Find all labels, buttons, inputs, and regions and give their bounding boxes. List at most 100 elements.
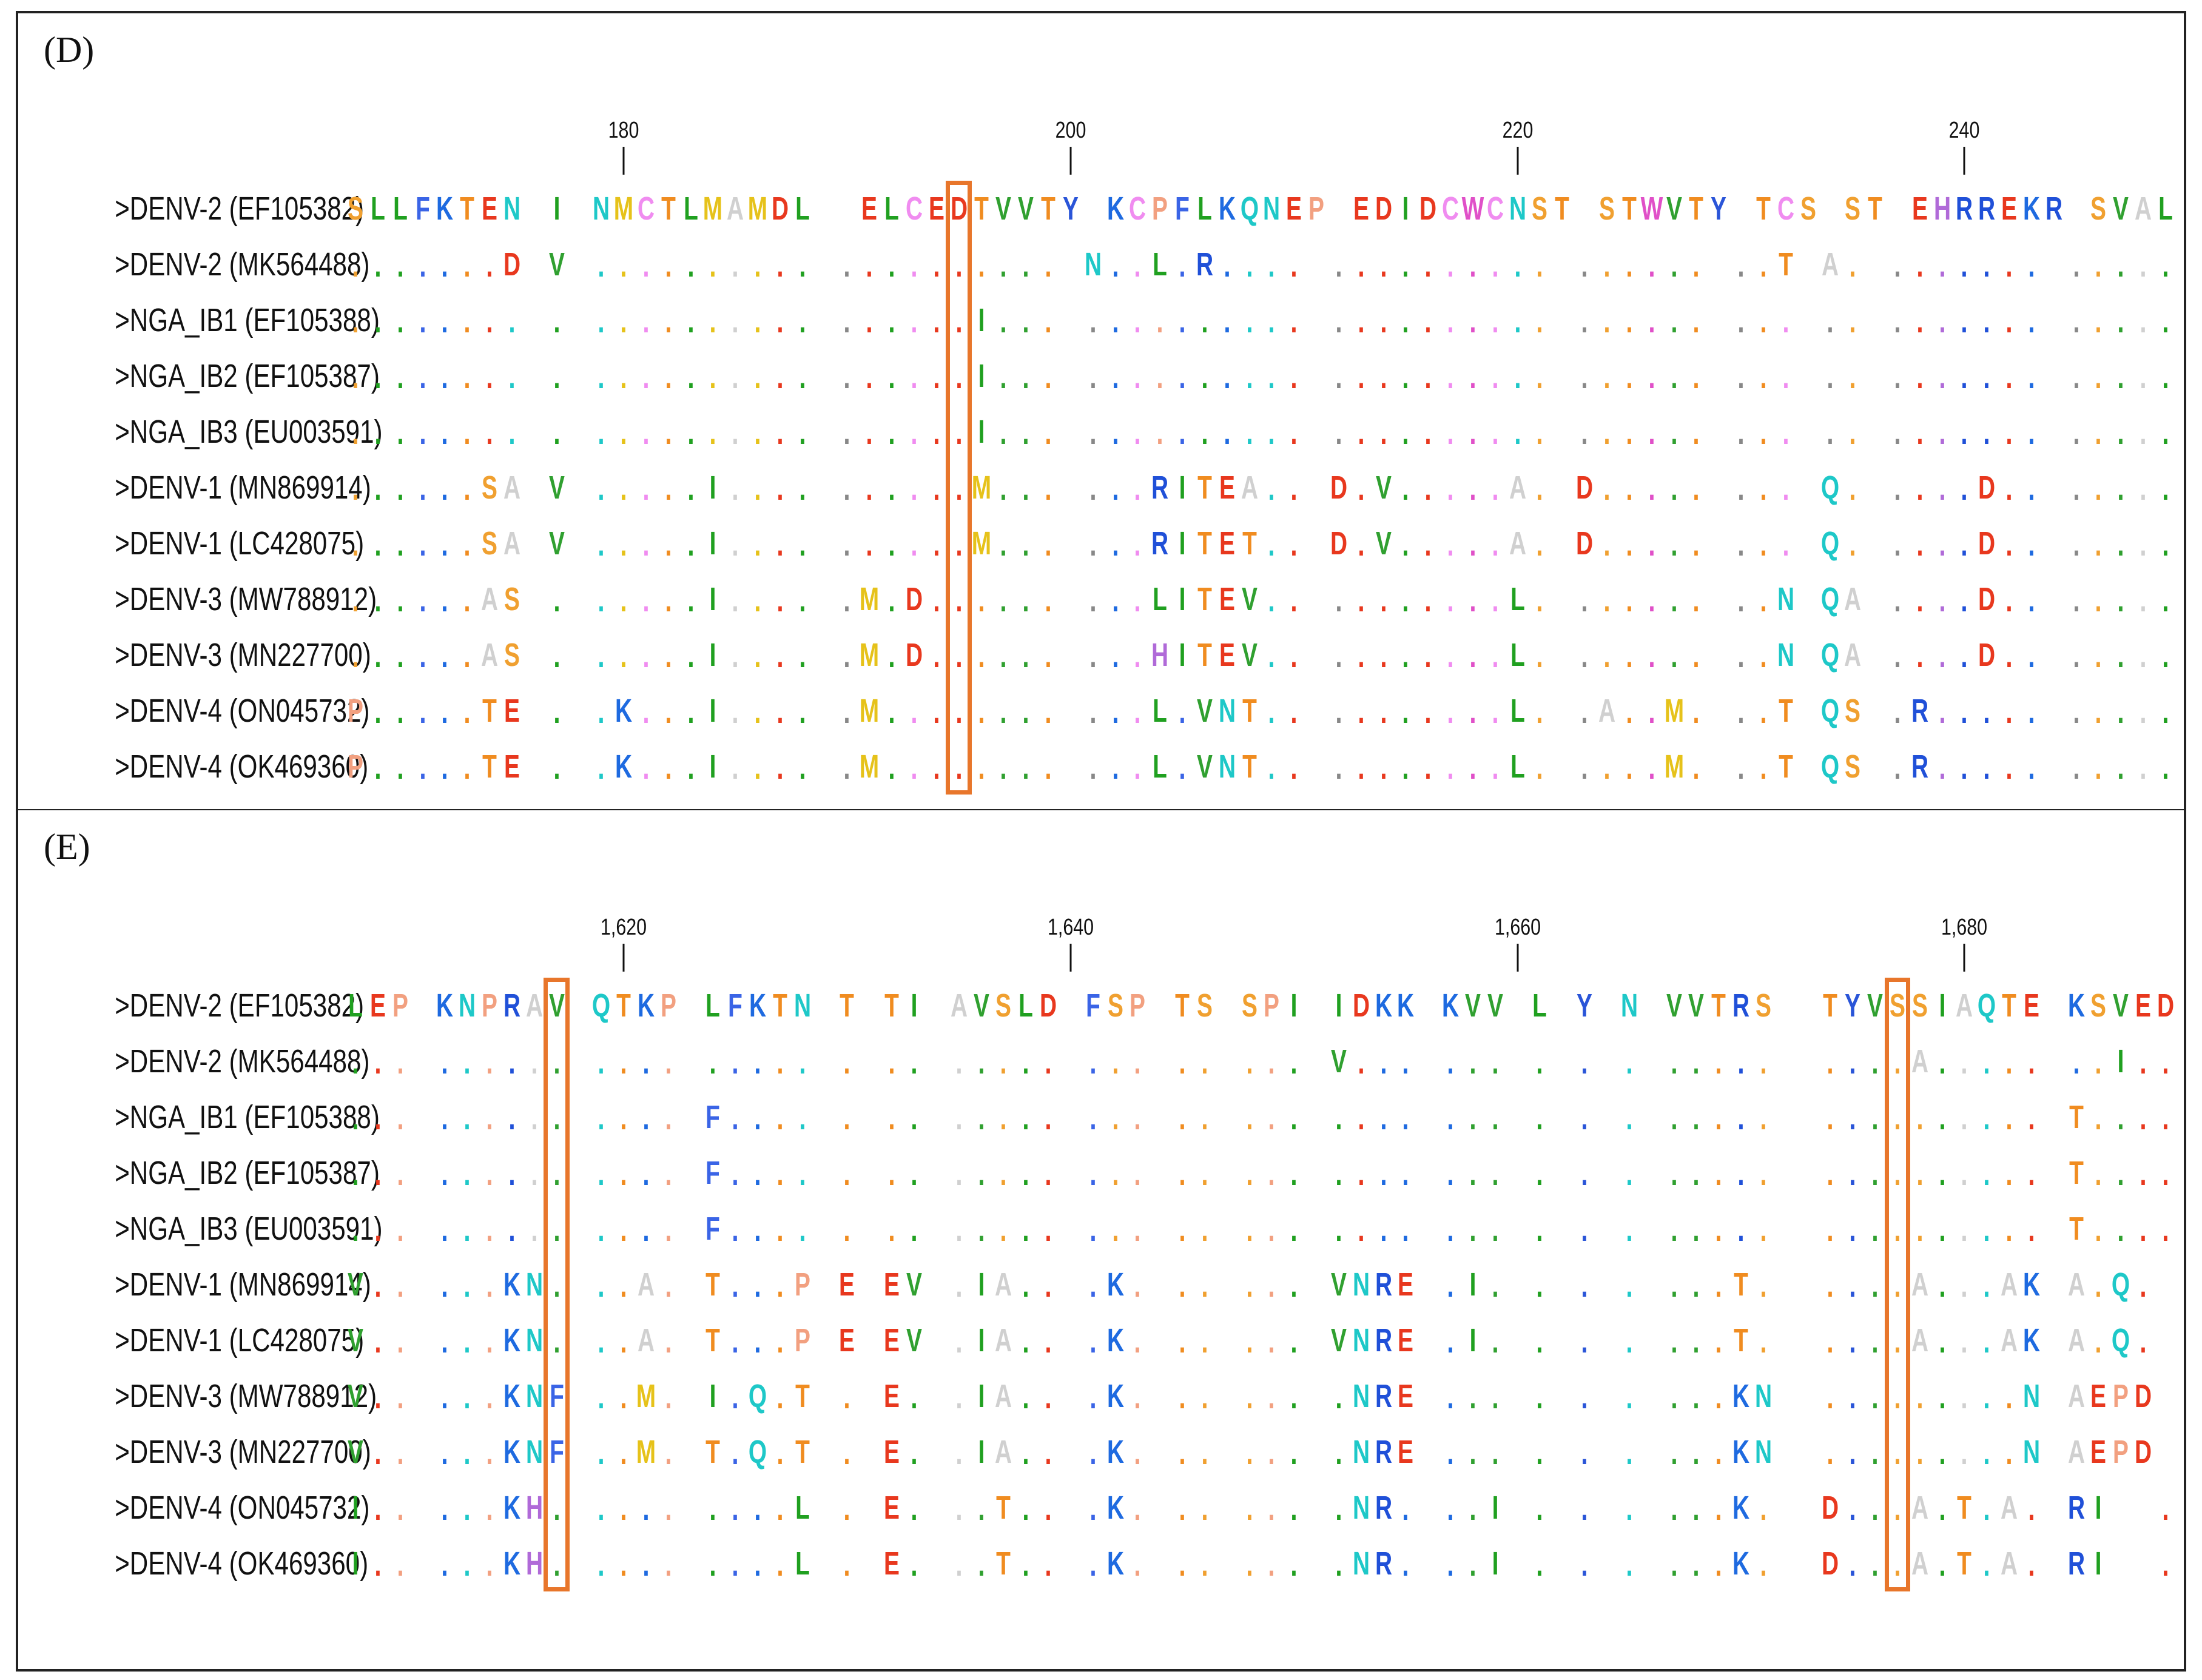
residue: V	[1330, 1266, 1347, 1303]
residue: K	[1106, 190, 1124, 227]
residue-match: .	[1692, 1098, 1700, 1137]
residue-match: .	[441, 1154, 448, 1192]
residue: V	[1464, 987, 1481, 1024]
residue: K	[2067, 987, 2085, 1024]
residue: R	[1196, 246, 1213, 283]
residue: K	[1732, 1434, 1750, 1470]
residue-match: .	[955, 301, 963, 340]
residue-match: .	[1916, 246, 1924, 284]
residue-match: .	[598, 1098, 605, 1137]
residue-match: .	[1134, 301, 1141, 340]
residue-match: .	[1894, 1210, 1901, 1248]
residue: N	[525, 1322, 543, 1359]
residue: T	[1711, 987, 1726, 1024]
residue-match: .	[1492, 1322, 1499, 1360]
residue: N	[503, 190, 520, 227]
residue-match: .	[665, 1322, 672, 1360]
residue-match: .	[709, 246, 717, 284]
residue: E	[1286, 190, 1302, 227]
residue-match: .	[374, 636, 382, 674]
residue-match: .	[1849, 1545, 1856, 1583]
residue-match: .	[843, 1154, 851, 1192]
residue-match: .	[1938, 1377, 1946, 1416]
residue-match: .	[754, 525, 761, 563]
residue: T	[482, 693, 497, 729]
residue-match: .	[1245, 1043, 1253, 1081]
residue-match: .	[1201, 1210, 1208, 1248]
residue-match: .	[1380, 1098, 1387, 1137]
residue: D	[1978, 581, 1996, 617]
residue-match: .	[754, 357, 761, 395]
residue-match: .	[2140, 469, 2147, 507]
residue-match: .	[888, 1098, 895, 1137]
residue-match: .	[1961, 357, 1968, 395]
residue: V	[548, 987, 565, 1024]
residue-match: .	[732, 1098, 739, 1137]
residue-match: .	[1201, 1154, 1208, 1192]
residue: S	[482, 469, 498, 506]
residue-match: .	[1380, 413, 1387, 451]
residue: P	[348, 693, 363, 729]
residue: R	[503, 987, 520, 1024]
residue: A	[2001, 1266, 2018, 1303]
residue-match: .	[1670, 1098, 1678, 1137]
residue: T	[1823, 987, 1838, 1024]
residue: I	[710, 748, 716, 785]
residue: D	[1330, 525, 1347, 562]
residue-match: .	[352, 1098, 359, 1137]
residue-match: .	[1022, 636, 1029, 674]
residue-match: .	[1045, 357, 1052, 395]
residue-match: .	[553, 748, 561, 786]
residue-match: .	[1268, 1377, 1276, 1416]
residue-match: .	[2028, 1154, 2035, 1192]
residue-match: .	[1469, 1154, 1476, 1192]
residue-match: .	[1871, 1266, 1879, 1304]
residue-match: .	[642, 301, 650, 340]
residue-match: .	[1335, 301, 1342, 340]
residue: E	[2023, 987, 2039, 1024]
residue-match: .	[463, 469, 471, 507]
residue: K	[1106, 1434, 1124, 1470]
residue-match: .	[1447, 525, 1454, 563]
residue-match: .	[1134, 636, 1141, 674]
residue-match: .	[1827, 301, 1834, 340]
residue: T	[460, 190, 475, 227]
residue-match: .	[463, 357, 471, 395]
residue-match: .	[1894, 636, 1901, 674]
residue-match: .	[1938, 1266, 1946, 1304]
residue-match: .	[1827, 357, 1834, 395]
residue: D	[1039, 987, 1057, 1024]
residue: V	[348, 1266, 363, 1303]
residue-match: .	[1514, 357, 1521, 395]
residue-match: .	[620, 1154, 627, 1192]
residue-match: .	[799, 246, 806, 284]
residue-match: .	[1134, 1377, 1141, 1416]
residue-match: .	[1760, 246, 1767, 284]
sequence-name: >DENV-4 (ON045732)	[115, 1490, 370, 1526]
residue-match: .	[1648, 246, 1655, 284]
residue-match: .	[1514, 246, 1521, 284]
residue-match: .	[1849, 1322, 1856, 1360]
residue-match: .	[1581, 1433, 1588, 1471]
residue-match: .	[1760, 636, 1767, 674]
residue-match: .	[2073, 469, 2080, 507]
residue-match: .	[1447, 1210, 1454, 1248]
residue-match: .	[1000, 1210, 1007, 1248]
residue-match: .	[888, 413, 895, 451]
residue-match: .	[1424, 357, 1432, 395]
residue: N	[2022, 1378, 2040, 1414]
residue: N	[593, 190, 610, 227]
residue-match: .	[1424, 692, 1432, 730]
residue-match: .	[508, 1043, 516, 1081]
residue-match: .	[1447, 1154, 1454, 1192]
residue-match: .	[1760, 1489, 1767, 1527]
residue-match: .	[888, 1154, 895, 1192]
residue-match: .	[2162, 692, 2169, 730]
residue-match: .	[1983, 692, 1990, 730]
residue-match: .	[2005, 301, 2013, 340]
residue-match: .	[732, 469, 739, 507]
residue: M	[860, 748, 880, 785]
residue-match: .	[374, 1098, 382, 1137]
residue-match: .	[642, 357, 650, 395]
residue-match: .	[754, 1154, 761, 1192]
